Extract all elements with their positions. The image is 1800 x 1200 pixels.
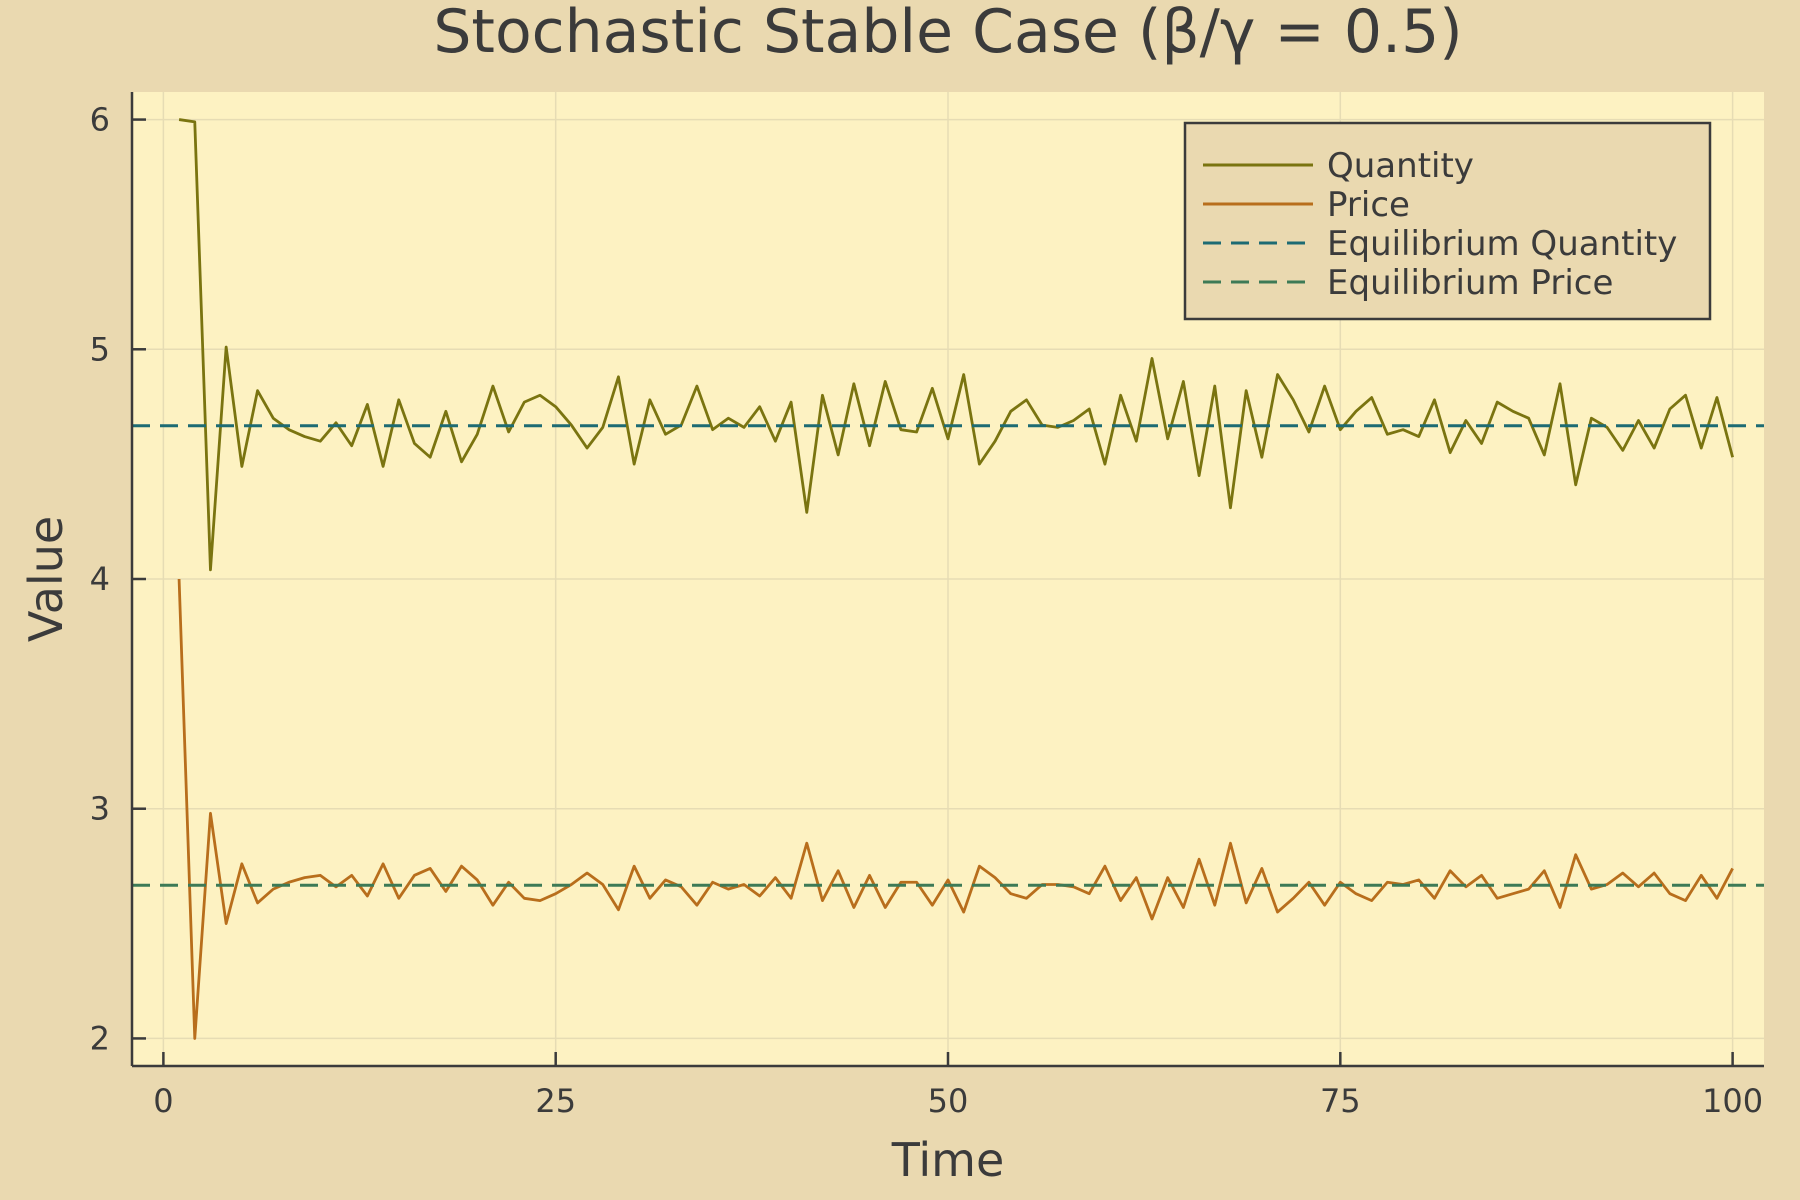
legend-label: Price — [1327, 185, 1410, 225]
y-tick-label: 4 — [90, 560, 110, 598]
grid — [132, 92, 1764, 1066]
series-line-price — [177, 578, 1734, 1040]
y-tick-label: 2 — [90, 1019, 110, 1057]
y-tick-label: 3 — [90, 790, 110, 828]
x-tick-label: 50 — [928, 1082, 969, 1120]
legend-label: Equilibrium Quantity — [1327, 224, 1677, 264]
x-tick-label: 0 — [153, 1082, 173, 1120]
legend-label: Equilibrium Price — [1327, 263, 1613, 303]
legend-label: Quantity — [1327, 146, 1474, 186]
y-tick-label: 5 — [90, 330, 110, 368]
axes: 0 25 50 75 100 2 3 4 5 6 — [90, 92, 1764, 1120]
x-tick-label: 75 — [1320, 1082, 1361, 1120]
series-layer — [132, 118, 1764, 1040]
x-tick-label: 100 — [1702, 1082, 1763, 1120]
series-line-quantity — [178, 118, 1734, 572]
y-tick-label: 6 — [90, 101, 110, 139]
x-tick-label: 25 — [535, 1082, 576, 1120]
legend-box — [1183, 121, 1712, 321]
x-axis-title: Time — [891, 1133, 1005, 1187]
y-axis-title: Value — [19, 516, 73, 642]
chart-title: Stochastic Stable Case (β/γ = 0.5) — [433, 0, 1462, 67]
